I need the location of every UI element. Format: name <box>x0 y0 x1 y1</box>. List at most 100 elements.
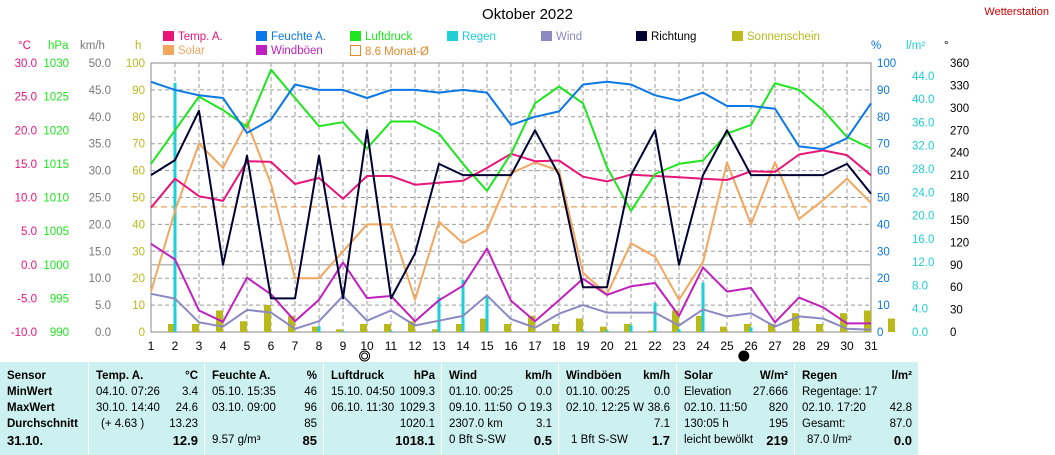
rain-bar <box>749 327 753 332</box>
legend-solar: Solar <box>163 45 205 59</box>
temp-max-value: 24.6 <box>175 402 198 414</box>
humidity-tick: 30 <box>877 246 890 258</box>
direction-tick: 0 <box>950 327 956 339</box>
wind-tick: 40.0 <box>89 112 111 124</box>
humidity-max-value: 96 <box>304 402 317 414</box>
sunshine-bar <box>720 326 727 332</box>
gusts-min-time: 01.10. 00:25 <box>566 386 630 398</box>
wind-tick: 35.0 <box>89 139 111 151</box>
x-tick-label: 30 <box>840 339 854 353</box>
x-tick-label: 19 <box>576 339 590 353</box>
gusts-max-value: 38.6 <box>647 402 670 414</box>
x-tick-label: 6 <box>268 339 275 353</box>
solar-unit: W/m² <box>759 370 788 382</box>
solar-header: Solar <box>684 370 713 382</box>
x-tick-label: 10 <box>360 339 374 353</box>
humidity-tick: 40 <box>877 219 890 231</box>
direction-tick: 150 <box>950 215 969 227</box>
rain-tick: 28.0 <box>912 164 934 176</box>
pressure-avg-value: 1020.1 <box>399 418 435 430</box>
table-col-humidity: Feuchte A.% 05.10. 15:35 46 03.10. 09:00 9… <box>205 362 323 455</box>
wind-distance: 2307.0 km <box>449 418 503 430</box>
solar-max-value: 820 <box>768 402 788 414</box>
new-moon-icon <box>738 350 750 362</box>
temp-unit: °C <box>185 370 198 382</box>
legend-rain: Regen <box>447 31 496 45</box>
pressure-day-value: 1018.1 <box>395 433 435 448</box>
rain-tick: 16.0 <box>912 234 934 246</box>
x-tick-label: 18 <box>552 339 566 353</box>
rain-bar <box>341 330 345 332</box>
pressure-tick: 990 <box>50 327 69 339</box>
legend-pressure: Luftdruck <box>350 31 412 45</box>
sunshine-bar <box>480 318 487 332</box>
temp-min-value: 3.4 <box>182 386 198 398</box>
full-moon-icon <box>359 350 371 362</box>
sunshine-bar <box>696 315 703 332</box>
table-col-solar: Solar W/m² Elevation 27.666 02.10. 11:50 82… <box>677 362 794 455</box>
sunshine-bar <box>504 323 511 332</box>
x-tick-label: 24 <box>696 339 710 353</box>
rain-tick: 0.0 <box>912 327 928 339</box>
rain-header: Regen <box>802 370 838 382</box>
sunshine-bar <box>864 310 871 332</box>
pressure-min-time: 15.10. 04:50 <box>331 386 395 398</box>
humidity-tick: 90 <box>877 85 890 97</box>
humidity-tick: 70 <box>877 139 890 151</box>
x-tick-label: 5 <box>244 339 251 353</box>
series-feuchte-a-line <box>150 80 872 151</box>
x-tick-label: 17 <box>528 339 542 353</box>
table-col-wind: Wind km/h 01.10. 00:25 0.0 09.10. 11:50 O 1… <box>442 362 558 455</box>
sun-tick: 40 <box>132 219 145 231</box>
pressure-header: Luftdruck <box>331 370 385 382</box>
x-tick-label: 23 <box>672 339 686 353</box>
direction-tick: 300 <box>950 103 969 115</box>
wind-day-bft: 0 Bft S-SW <box>449 434 506 446</box>
temp-tick: 5.0 <box>21 226 37 238</box>
wind-day-value: 0.5 <box>533 433 552 448</box>
humidity-max-time: 03.10. 09:00 <box>212 402 276 414</box>
x-tick-label: 16 <box>504 339 518 353</box>
pressure-tick: 1020 <box>43 125 69 137</box>
temp-tick: 15.0 <box>15 159 37 171</box>
wind-tick: 10.0 <box>89 273 111 285</box>
wind-min-value: 0.0 <box>536 386 552 398</box>
sun-axis-unit: h <box>135 40 142 52</box>
pressure-tick: 1005 <box>43 226 69 238</box>
sun-tick: 80 <box>132 112 145 124</box>
sensor-day-label: 31.10. <box>7 433 44 448</box>
x-tick-label: 28 <box>792 339 806 353</box>
rain-days: Regentage: 17 <box>802 386 878 398</box>
sunshine-bar <box>192 323 199 332</box>
sun-tick: 50 <box>132 193 145 205</box>
humidity-abs-value: 9.57 g/m³ <box>212 434 261 446</box>
station-link[interactable]: Wetterstation <box>984 6 1049 18</box>
sunshine-bar <box>624 323 631 332</box>
rain-bar <box>629 325 633 332</box>
direction-tick: 360 <box>950 58 969 70</box>
x-tick-label: 20 <box>600 339 614 353</box>
sunshine-bar <box>360 323 367 332</box>
legend-direction: Richtung <box>636 31 696 45</box>
sunshine-bar <box>552 323 559 332</box>
rain-bar <box>437 297 441 332</box>
x-tick-label: 9 <box>340 339 347 353</box>
sun-tick: 60 <box>132 166 145 178</box>
pressure-axis-unit: hPa <box>48 40 69 52</box>
sun-tick: 100 <box>126 58 145 70</box>
x-tick-label: 8 <box>316 339 323 353</box>
wind-tick: 15.0 <box>89 246 111 258</box>
pressure-tick: 1030 <box>43 58 69 70</box>
pressure-max-time: 06.10. 11:30 <box>331 402 395 414</box>
x-tick-label: 11 <box>385 339 398 353</box>
wind-max-value: O 19.3 <box>517 402 552 414</box>
table-col-sensor: Sensor MinWert MaxWert Durchschnitt 31.1… <box>0 362 88 455</box>
series-luftdruck-line <box>150 68 872 212</box>
rain-tick: 12.0 <box>912 257 934 269</box>
legend-humidity: Feuchte A. <box>256 31 326 45</box>
solar-elevation-label: Elevation <box>684 386 732 398</box>
rain-day-value: 0.0 <box>893 433 912 448</box>
sunshine-bar <box>336 329 343 332</box>
sunshine-bar <box>816 323 823 332</box>
